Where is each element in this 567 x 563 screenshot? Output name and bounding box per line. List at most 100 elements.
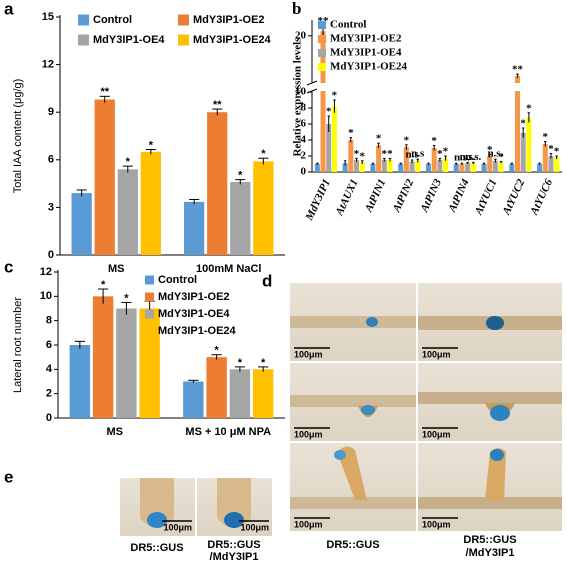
caption: DR5::GUS — [130, 542, 183, 554]
legend-swatch — [78, 34, 89, 46]
bar — [229, 369, 251, 418]
significance-label: n.s. — [460, 151, 476, 163]
scale-bar-label: 100μm — [294, 519, 323, 529]
legend-label: MdY3IP1-OE2 — [193, 14, 265, 26]
bar — [398, 164, 404, 172]
legend-swatch — [78, 14, 89, 26]
scale-bar-label: 100μm — [422, 349, 451, 359]
y-tick-label: 12 — [42, 59, 54, 71]
x-tick-label: MS + 10 μM NPA — [185, 426, 271, 438]
bar — [498, 162, 504, 172]
legend-swatch — [318, 63, 326, 71]
legend-label: Control — [330, 19, 366, 31]
bar — [253, 161, 274, 255]
legend-label: MdY3IP1-OE2 — [330, 33, 402, 45]
y-tick-label: 3 — [48, 201, 54, 213]
bar — [252, 369, 274, 418]
legend-label: Control — [158, 274, 197, 286]
y-tick-label: 9 — [48, 106, 54, 118]
significance-label: * — [348, 127, 354, 139]
x-tick-label: AtYUC2 — [500, 177, 528, 218]
bar — [314, 164, 320, 172]
significance-label: * — [543, 131, 549, 143]
significance-label: n.s. — [487, 148, 503, 160]
panel-letter: e — [4, 467, 13, 486]
significance-label: * — [437, 148, 443, 160]
axis-break — [306, 83, 564, 91]
y-tick-label: 20 — [295, 29, 307, 41]
significance-label: * — [124, 292, 129, 304]
legend-swatch — [145, 275, 154, 285]
significance-label: * — [326, 106, 332, 118]
significance-label: * — [498, 151, 504, 163]
legend-label: Control — [93, 14, 132, 26]
bar — [348, 140, 354, 172]
legend-swatch — [145, 309, 154, 319]
bar — [116, 308, 137, 418]
legend-swatch — [318, 49, 326, 57]
bar — [331, 106, 337, 172]
significance-label: n.s. — [465, 151, 481, 163]
bar — [359, 162, 365, 172]
significance-label: * — [554, 146, 560, 158]
legend-label: MdY3IP1-OE24 — [193, 34, 272, 46]
significance-label: * — [376, 133, 382, 145]
significance-label: n.s. — [454, 152, 470, 164]
significance-label: * — [548, 143, 554, 155]
x-tick-label: MS — [108, 263, 125, 275]
y-axis-label: Relative expression levels — [292, 37, 304, 157]
significance-label: * — [359, 150, 365, 162]
significance-label: ** — [100, 86, 109, 98]
y-tick-label: 4 — [46, 363, 53, 375]
legend-label: MdY3IP1-OE4 — [330, 47, 402, 59]
significance-label: * — [404, 134, 410, 146]
legend-swatch — [145, 292, 154, 302]
y-tick-label: 2 — [46, 388, 52, 400]
x-tick-label: AtAUX1 — [333, 177, 361, 218]
x-tick-label: AtYUC6 — [528, 177, 556, 218]
legend-swatch — [318, 21, 326, 29]
significance-label: * — [238, 170, 243, 182]
bar — [230, 182, 251, 255]
bar — [459, 164, 465, 172]
bar — [554, 157, 560, 172]
scale-bar-label: 100μm — [163, 522, 192, 532]
significance-label: * — [387, 148, 393, 160]
scale-bar-label: 100μm — [294, 429, 323, 439]
significance-label: ** — [512, 64, 524, 76]
significance-label: * — [214, 345, 219, 357]
bar — [183, 381, 204, 418]
y-tick-label: 0 — [301, 166, 307, 178]
caption: DR5::GUS — [326, 539, 379, 551]
y-tick-label: 8 — [46, 315, 52, 327]
bar — [342, 163, 348, 172]
bar — [370, 164, 376, 172]
significance-label: * — [126, 156, 131, 168]
y-axis-label: Lateral root number — [12, 297, 24, 393]
y-tick-label: 4 — [301, 134, 307, 146]
bar — [425, 164, 431, 172]
bar — [415, 160, 421, 172]
bar — [94, 99, 115, 255]
scale-bar-label: 100μm — [422, 429, 451, 439]
bar — [431, 148, 437, 172]
bar — [509, 164, 515, 172]
y-tick-label: 8 — [301, 102, 307, 114]
y-tick-label: 10 — [295, 86, 307, 98]
bar — [354, 160, 360, 172]
bar — [453, 164, 459, 172]
significance-label: * — [149, 139, 154, 151]
bar — [320, 31, 326, 172]
scale-bar-label: 100μm — [422, 519, 451, 529]
significance-label: * — [238, 357, 243, 369]
scale-bar-label: 100μm — [294, 349, 323, 359]
bar — [184, 201, 205, 255]
y-tick-label: 0 — [48, 249, 54, 261]
bar — [542, 144, 548, 172]
significance-label: * — [382, 148, 388, 160]
y-tick-label: 2 — [301, 150, 307, 162]
bar — [520, 132, 526, 172]
x-tick-label: AtPIN4 — [446, 177, 472, 215]
